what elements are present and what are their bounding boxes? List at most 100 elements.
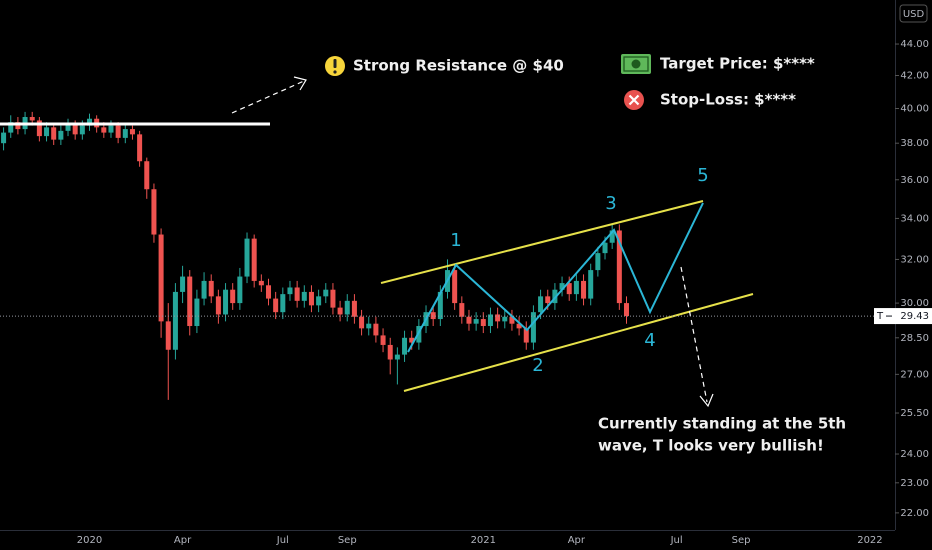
candle-body (452, 270, 458, 304)
candle-body (573, 280, 579, 295)
candle-body (129, 129, 135, 135)
candle-body (316, 296, 322, 306)
candle-body (373, 323, 379, 336)
candle-body (230, 289, 236, 304)
candle-body (595, 253, 601, 271)
x-tick-label: Apr (568, 535, 586, 546)
candle-body (495, 314, 501, 322)
candle-body (552, 289, 558, 304)
candle-body (394, 354, 400, 360)
currency-box (899, 4, 928, 23)
stop-loss-note: Stop-Loss: $**** (660, 91, 796, 109)
money-icon-coin (631, 59, 641, 69)
candle-body (581, 280, 587, 299)
candle-body (158, 234, 164, 322)
candle-body (122, 129, 128, 138)
candle-body (545, 296, 551, 304)
candle-body (1, 132, 7, 144)
candle-body (86, 118, 93, 126)
y-tick-label: 38.00 (900, 138, 929, 149)
wave-path (407, 202, 704, 353)
candle-body (330, 289, 336, 308)
candle-body (208, 280, 214, 297)
candle-body (616, 230, 622, 304)
candle-body (265, 285, 272, 299)
candle-body (366, 323, 372, 329)
last-price-label: 29.43 (900, 311, 929, 322)
y-tick-label: 34.00 (900, 213, 929, 224)
wave-label: 3 (605, 193, 616, 214)
drawings: Strong Resistance @ $40 Target Price: $*… (0, 54, 846, 455)
candle-body (430, 312, 436, 320)
candle-body (437, 291, 443, 320)
candle-body (602, 242, 608, 254)
currency-label: USD (903, 9, 925, 20)
dashed-arrow (231, 80, 305, 114)
candle-body (251, 238, 257, 281)
candle-body (137, 134, 143, 162)
candle-body (566, 283, 572, 295)
y-tick-label: 30.00 (900, 298, 929, 309)
candle-body (273, 298, 279, 313)
candle-body (101, 127, 107, 133)
candle-body (58, 130, 64, 140)
candle-body (187, 276, 193, 327)
candle-body (144, 161, 150, 190)
candle-body (72, 123, 78, 135)
target-note: Target Price: $**** (660, 55, 815, 73)
candle-body (609, 230, 615, 243)
x-tick-label: Jul (276, 535, 289, 546)
candle-body (344, 300, 350, 315)
channel-upper (380, 200, 704, 284)
wave-label: 2 (532, 355, 543, 376)
candle-body (79, 125, 85, 135)
candle-body (280, 294, 286, 313)
y-tick-label: 23.00 (900, 478, 929, 489)
x-tick-label: Sep (338, 535, 357, 546)
x-tick-label: 2020 (77, 535, 102, 546)
candle-body (115, 125, 121, 138)
candle-body (294, 287, 300, 301)
candle-body (359, 316, 365, 329)
money-icon-border (623, 56, 649, 72)
y-tick-label: 36.00 (900, 175, 929, 186)
y-tick-label: 25.50 (900, 408, 929, 419)
candle-body (151, 189, 157, 235)
x-tick-label: 2022 (857, 535, 882, 546)
candle-body (530, 312, 536, 343)
candle-body (516, 323, 522, 329)
dashed-arrow (680, 266, 708, 403)
outlook-note: Currently standing at the 5th (598, 415, 846, 433)
candle-body (223, 289, 229, 315)
candle-body (51, 127, 57, 140)
y-tick-label: 42.00 (900, 71, 929, 82)
x-tick-label: Sep (732, 535, 751, 546)
candle-body (15, 122, 21, 130)
arrow-head (699, 393, 714, 408)
candle-body (323, 289, 329, 297)
candle-body (29, 117, 35, 121)
candle-body (108, 125, 114, 133)
candle-body (402, 337, 408, 355)
candle-body (623, 303, 630, 317)
channel-lower (403, 293, 754, 392)
candle-body (337, 307, 343, 315)
candle-body (509, 316, 515, 324)
outlook-note: wave, T looks very bullish! (598, 437, 824, 455)
last-price-box (874, 308, 932, 325)
candle-body (387, 344, 393, 360)
resistance-note: Strong Resistance @ $40 (353, 57, 564, 75)
y-tick-label: 22.00 (900, 508, 929, 519)
candle-body (487, 314, 493, 327)
candle-body (459, 303, 465, 317)
candle-body (480, 319, 486, 327)
arrow-head (293, 76, 307, 91)
candle-body (380, 335, 386, 345)
wave-label: 5 (697, 165, 708, 186)
candle-body (523, 328, 529, 343)
stop-icon-cross (628, 94, 640, 106)
candle-body (588, 270, 594, 299)
wave-label: 4 (644, 330, 655, 351)
candle-body (65, 123, 71, 131)
